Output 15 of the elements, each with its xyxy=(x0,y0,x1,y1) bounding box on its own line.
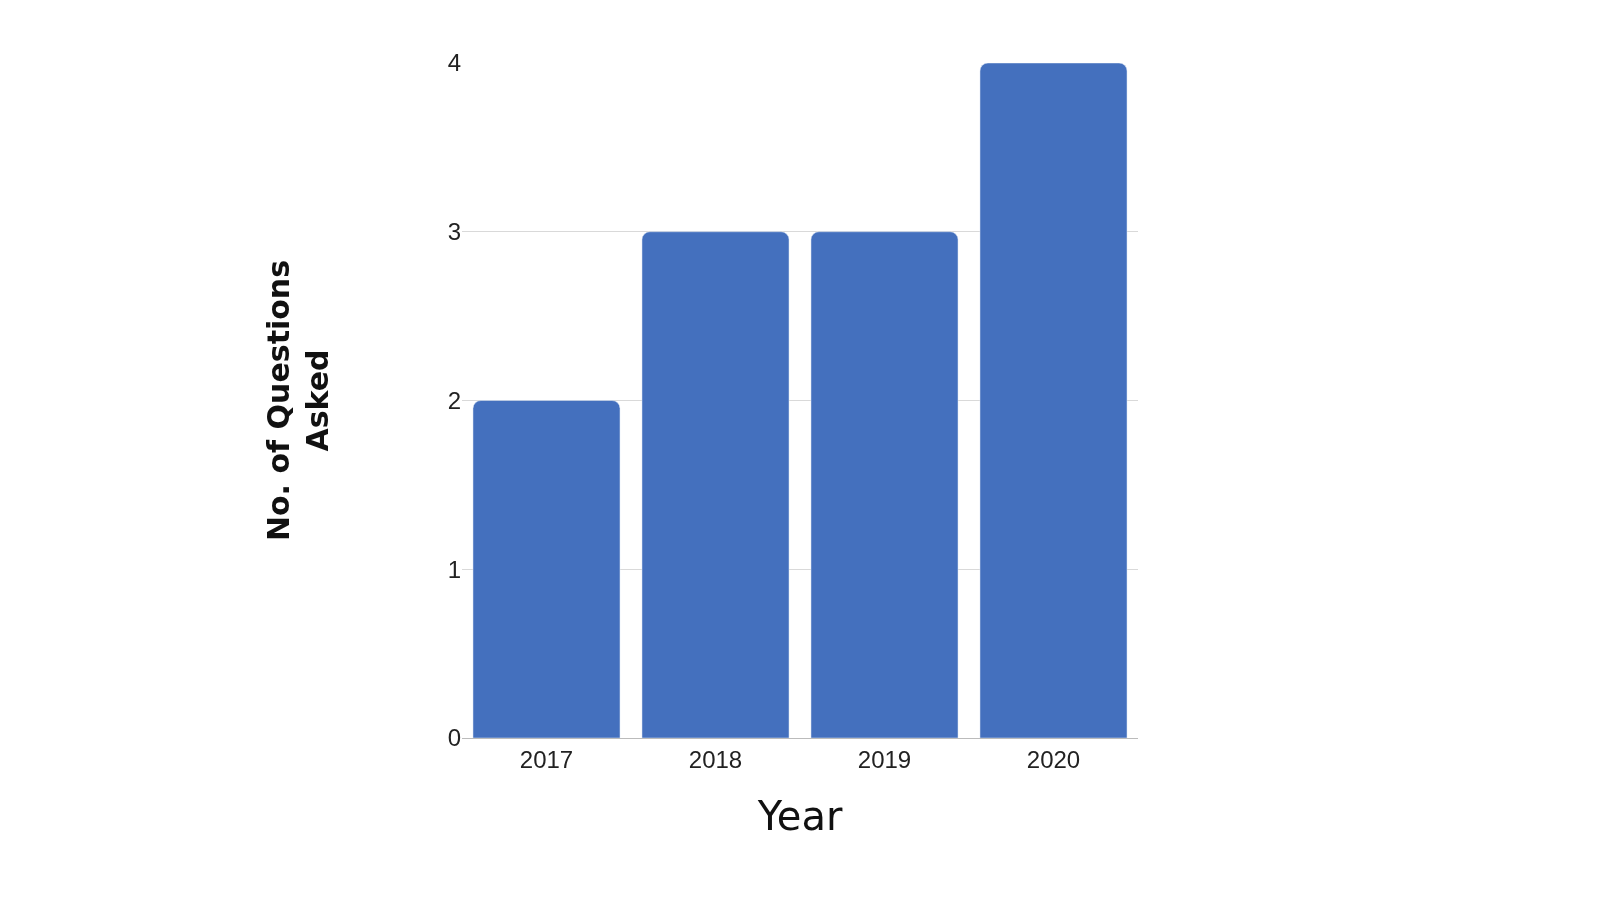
y-axis-title: No. of Questions Asked xyxy=(260,259,335,542)
x-tick-label: 2017 xyxy=(519,745,574,773)
x-tick-label: 2020 xyxy=(1026,745,1081,773)
y-tick-label: 3 xyxy=(447,218,461,246)
x-axis-title: Year xyxy=(756,793,843,840)
y-tick-label: 4 xyxy=(447,49,461,77)
x-tick-label: 2018 xyxy=(688,745,743,773)
y-tick-label: 1 xyxy=(447,555,461,583)
bar xyxy=(979,63,1128,738)
y-tick-label: 2 xyxy=(447,386,461,414)
bar xyxy=(472,400,621,738)
x-tick-label: 2019 xyxy=(857,745,912,773)
y-tick-label: 0 xyxy=(447,724,461,752)
bar xyxy=(641,231,790,738)
bar xyxy=(810,231,959,738)
